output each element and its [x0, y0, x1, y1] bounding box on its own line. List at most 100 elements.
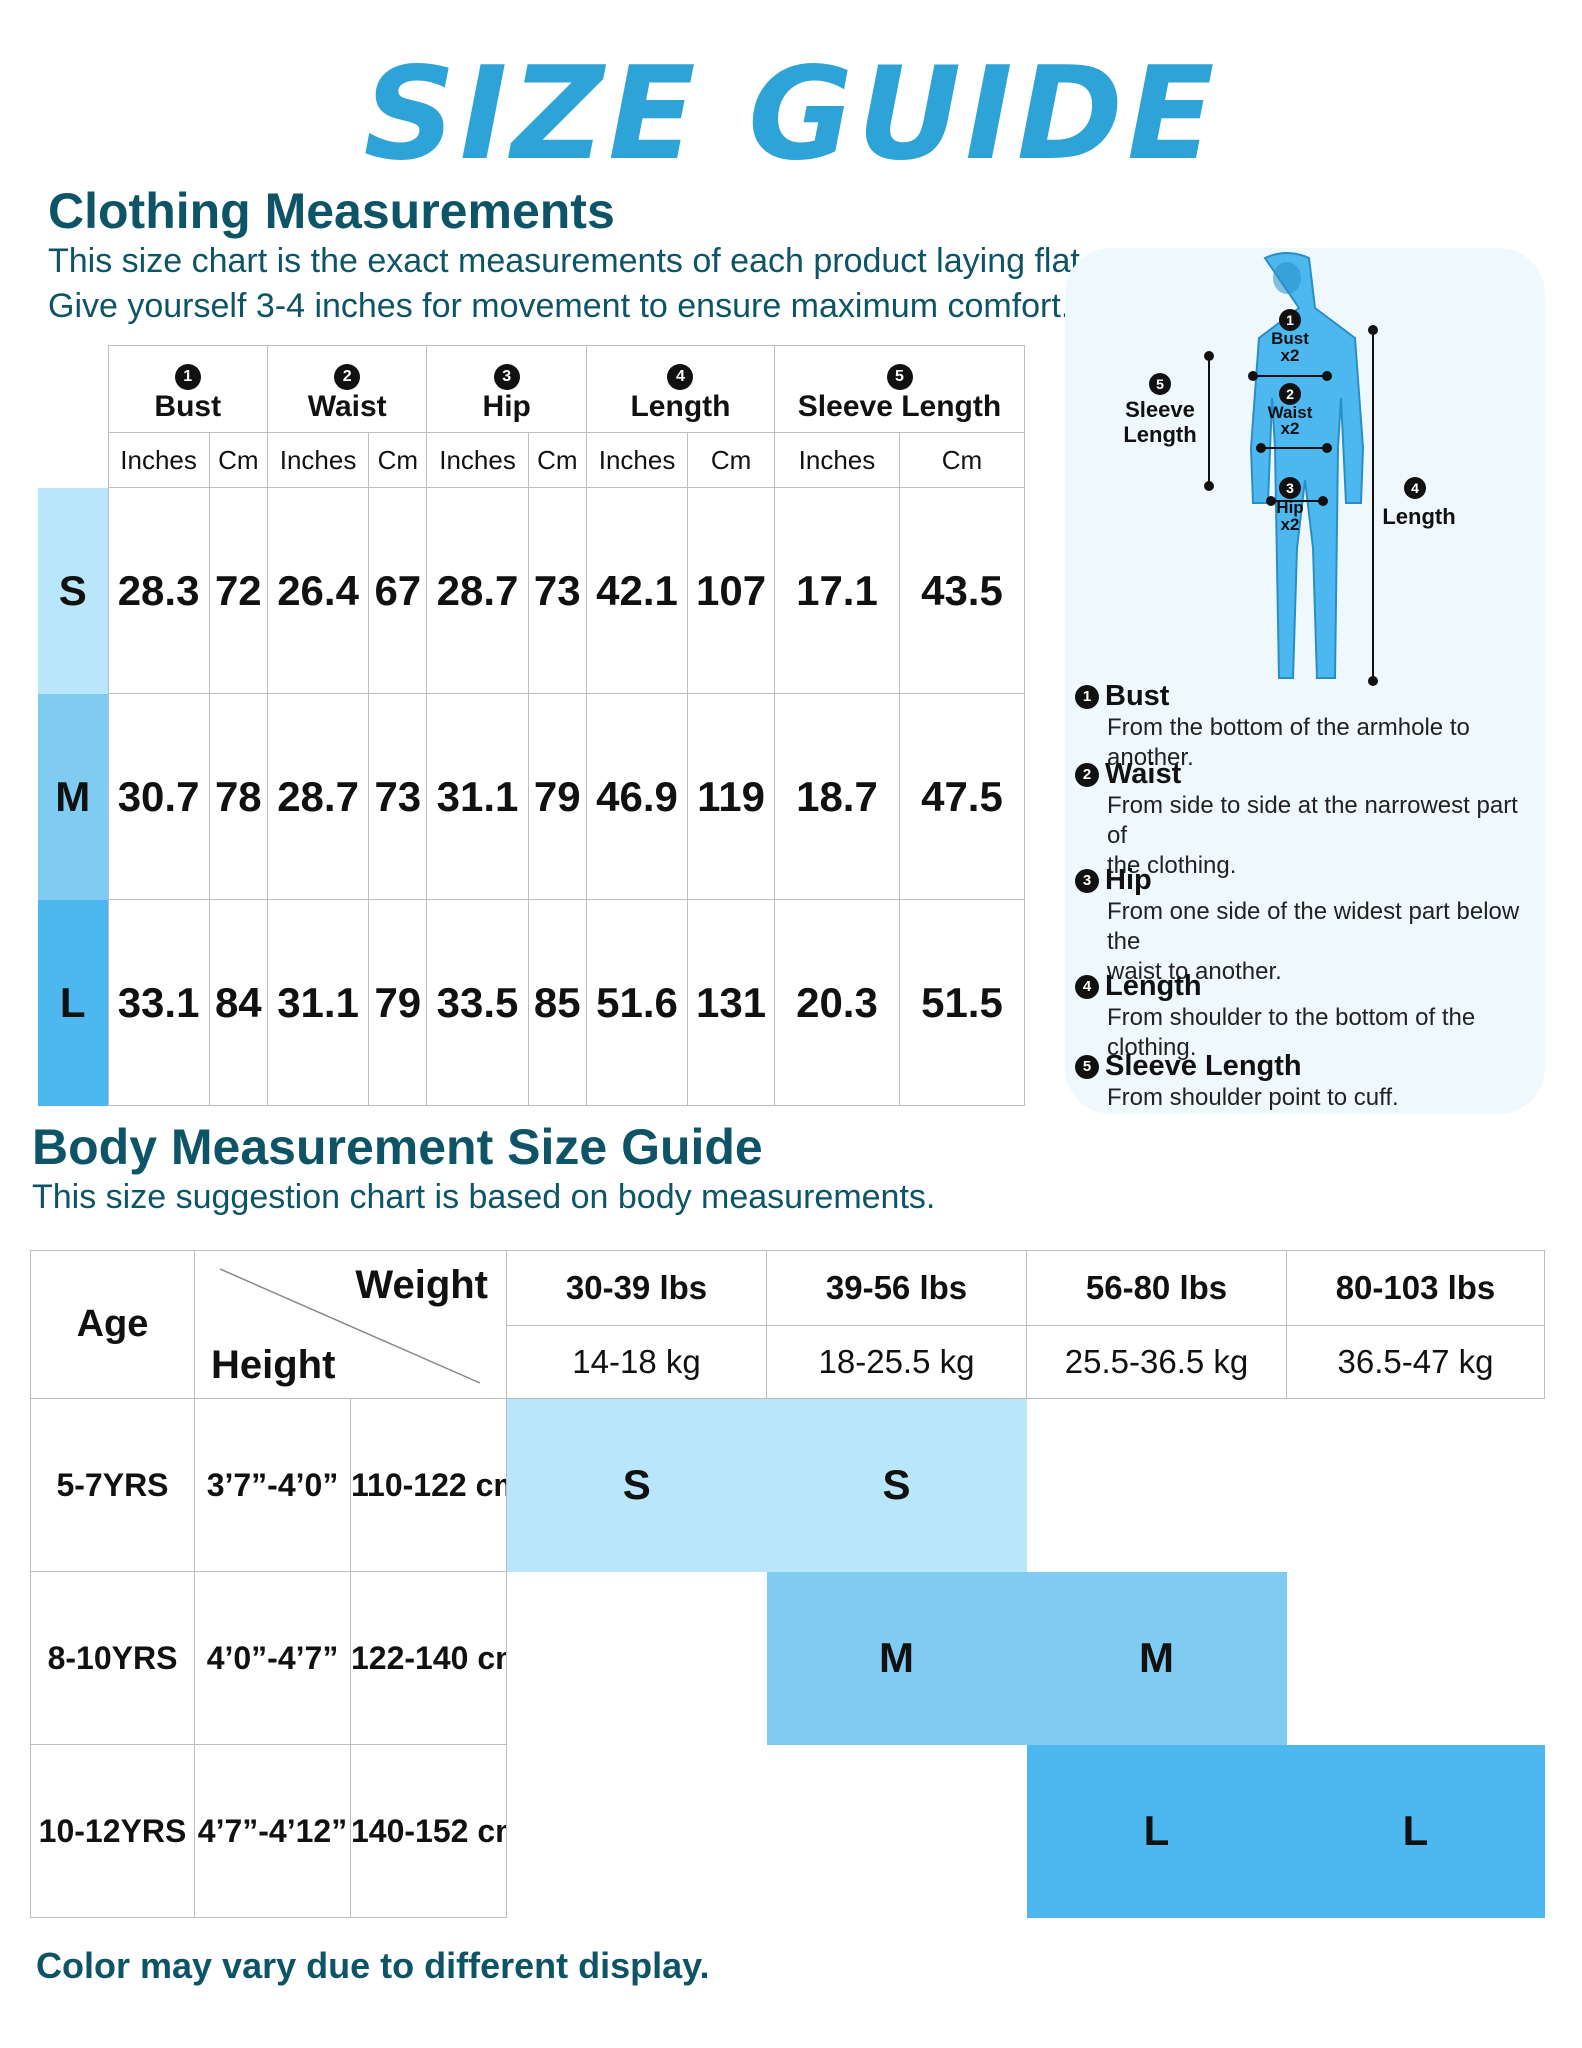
- hood-face-icon: [1273, 262, 1301, 294]
- hip-x2: x2: [1281, 515, 1300, 534]
- footer-note: Color may vary due to different display.: [36, 1945, 710, 1986]
- col-header-waist: 2 Waist: [266, 345, 428, 433]
- table-row: 8-10YRS 4’0”-4’7” 122-140 cm M M: [30, 1571, 1545, 1745]
- description-title: Waist: [1105, 758, 1182, 790]
- number-badge-icon: 1: [174, 363, 201, 390]
- table-cell: 42.1: [585, 487, 689, 694]
- age-cell: 10-12YRS: [30, 1744, 195, 1918]
- bust-label: Bust: [1271, 329, 1309, 348]
- corner-cell: [38, 346, 108, 433]
- svg-text:5: 5: [1156, 376, 1164, 392]
- table-row: L 33.1 84 31.1 79 33.5 85 51.6 131 20.3 51.5: [38, 899, 1026, 1106]
- table-cell: 119: [687, 693, 775, 900]
- table-cell: 73: [368, 693, 428, 900]
- col-header-length: 4 Length: [585, 345, 776, 433]
- unit-inches: Inches: [266, 432, 370, 488]
- number-badge-icon: 5: [886, 363, 913, 390]
- col-header-bust: 1 Bust: [107, 345, 268, 433]
- unit-inches: Inches: [107, 432, 210, 488]
- table-cell: 73: [527, 487, 587, 694]
- weight-label: Weight: [355, 1263, 488, 1307]
- table-cell: 51.6: [585, 899, 689, 1106]
- height-cm-cell: 122-140 cm: [350, 1571, 507, 1745]
- description-title: Length: [1105, 970, 1202, 1002]
- col-header-label: Bust: [154, 389, 222, 423]
- jumpsuit-diagram: 1 2 3 5 4 Bust x2 Waist x2 Hip x2 Sleeve Le…: [1123, 252, 1456, 686]
- number-badge-icon: 1: [1075, 684, 1099, 709]
- size-suggestion-cell: M: [1026, 1571, 1287, 1745]
- table-cell: 47.5: [898, 693, 1026, 900]
- description-item: 4 Length From shoulder to the bottom of th…: [1075, 970, 1540, 1063]
- unit-inches: Inches: [426, 432, 529, 488]
- weight-lbs: 80-103 lbs: [1286, 1250, 1545, 1326]
- table-cell: 31.1: [426, 693, 529, 900]
- table-row: 5-7YRS 3’7”-4’0” 110-122 cm S S: [30, 1398, 1545, 1572]
- table-row: 10-12YRS 4’7”-4’12” 140-152 cm L L: [30, 1744, 1545, 1918]
- table-cell: 84: [208, 899, 268, 1106]
- size-suggestion-cell: [506, 1744, 767, 1918]
- table-cell: 33.1: [107, 899, 210, 1106]
- number-badge-icon: 3: [1075, 868, 1099, 893]
- description-item: 2 Waist From side to side at the narrowest…: [1075, 758, 1540, 881]
- table-cell: 79: [527, 693, 587, 900]
- table-cell: 79: [368, 899, 428, 1106]
- col-header-label: Length: [630, 389, 731, 423]
- description-text: From shoulder point to cuff.: [1107, 1084, 1399, 1111]
- description-text: From the bottom of the armhole to anothe…: [1107, 714, 1470, 771]
- size-label-S: S: [38, 487, 108, 694]
- description-text: From one side of the widest part below t…: [1107, 898, 1520, 955]
- corner-cell-2: [38, 433, 108, 488]
- bust-x2: x2: [1281, 346, 1300, 365]
- table-cell: 28.7: [266, 693, 370, 900]
- table-cell: 43.5: [898, 487, 1026, 694]
- weight-lbs: 56-80 lbs: [1026, 1250, 1287, 1326]
- size-suggestion-cell: [1286, 1571, 1545, 1745]
- clothing-note-1: This size chart is the exact measurement…: [48, 242, 1090, 280]
- size-label-M: M: [38, 693, 108, 900]
- table-cell: 72: [208, 487, 268, 694]
- col-header-label: Sleeve Length: [797, 389, 1002, 423]
- description-title: Hip: [1105, 864, 1152, 896]
- table-cell: 18.7: [774, 693, 900, 900]
- size-suggestion-cell: M: [766, 1571, 1027, 1745]
- weight-kg: 14-18 kg: [506, 1325, 767, 1399]
- weight-kg: 25.5-36.5 kg: [1026, 1325, 1287, 1399]
- table-row: M 30.7 78 28.7 73 31.1 79 46.9 119 18.7 47.5: [38, 693, 1026, 900]
- size-suggestion-cell: S: [506, 1398, 767, 1572]
- description-item: 5 Sleeve Length From shoulder point to cuf…: [1075, 1050, 1399, 1113]
- unit-cm: Cm: [368, 432, 428, 488]
- table-cell: 28.3: [107, 487, 210, 694]
- size-suggestion-cell: [766, 1744, 1027, 1918]
- body-note: This size suggestion chart is based on b…: [32, 1178, 936, 1216]
- table-cell: 20.3: [774, 899, 900, 1106]
- size-suggestion-cell: [1026, 1398, 1287, 1572]
- height-cm-cell: 140-152 cm: [350, 1744, 507, 1918]
- size-suggestion-cell: S: [766, 1398, 1027, 1572]
- table-cell: 78: [208, 693, 268, 900]
- age-cell: 5-7YRS: [30, 1398, 195, 1572]
- weight-height-header: Weight Height: [194, 1250, 507, 1399]
- height-ft-cell: 4’0”-4’7”: [194, 1571, 351, 1745]
- description-text: From shoulder to the bottom of the cloth…: [1107, 1004, 1476, 1061]
- size-label-L: L: [38, 899, 108, 1106]
- clothing-size-table: 1 Bust 2 Waist 3 Hip 4 Length 5 Sleeve Length Inch…: [38, 345, 1026, 1106]
- description-title: Sleeve Length: [1105, 1050, 1302, 1082]
- number-badge-icon: 2: [1075, 762, 1099, 787]
- svg-text:3: 3: [1286, 480, 1294, 496]
- unit-inches: Inches: [585, 432, 689, 488]
- description-item: 1 Bust From the bottom of the armhole to a…: [1075, 680, 1540, 773]
- size-suggestion-cell: [1286, 1398, 1545, 1572]
- number-badge-icon: 3: [493, 363, 520, 390]
- col-header-label: Hip: [482, 389, 531, 423]
- col-header-sleeve-length: 5 Sleeve Length: [774, 345, 1025, 433]
- number-badge-icon: 5: [1075, 1054, 1099, 1079]
- unit-cm: Cm: [527, 432, 587, 488]
- table-cell: 26.4: [266, 487, 370, 694]
- body-size-table: Age Weight Height 30-39 lbs 39-56 lbs 56-80 l…: [30, 1250, 1545, 1918]
- height-label: Height: [211, 1343, 336, 1387]
- table-cell: 33.5: [426, 899, 529, 1106]
- unit-inches: Inches: [774, 432, 900, 488]
- clothing-heading: Clothing Measurements: [48, 183, 615, 239]
- weight-kg: 36.5-47 kg: [1286, 1325, 1545, 1399]
- size-suggestion-cell: L: [1286, 1744, 1545, 1918]
